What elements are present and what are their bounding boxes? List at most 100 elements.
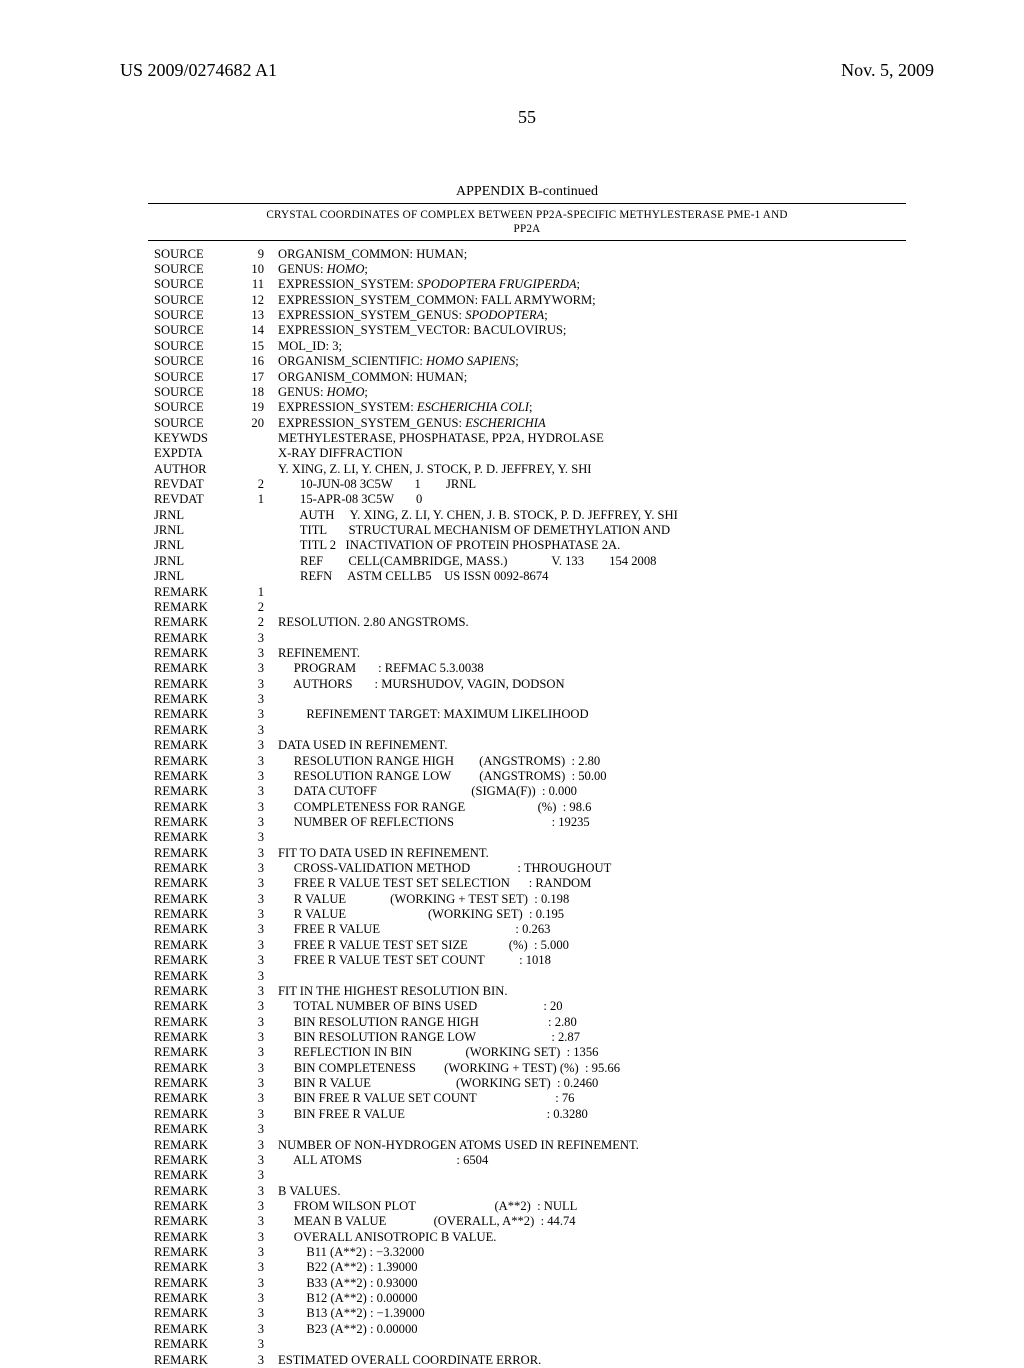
record-seq: 16	[234, 354, 278, 369]
record-row: REMARK3 FROM WILSON PLOT (A**2) : NULL	[154, 1199, 904, 1214]
record-seq: 3	[234, 1168, 278, 1183]
record-text: ALL ATOMS : 6504	[278, 1153, 904, 1168]
record-row: SOURCE18GENUS: HOMO;	[154, 385, 904, 400]
record-seq: 3	[234, 692, 278, 707]
record-seq	[234, 569, 278, 584]
record-row: JRNL TITL 2 INACTIVATION OF PROTEIN PHOS…	[154, 538, 904, 553]
record-tag: JRNL	[154, 569, 234, 584]
record-row: REMARK3 R VALUE (WORKING SET) : 0.195	[154, 907, 904, 922]
record-tag: REMARK	[154, 999, 234, 1014]
record-text: EXPRESSION_SYSTEM_COMMON: FALL ARMYWORM;	[278, 293, 904, 308]
record-tag: REMARK	[154, 1245, 234, 1260]
record-seq: 3	[234, 1230, 278, 1245]
record-tag: REMARK	[154, 969, 234, 984]
record-row: REMARK3 B22 (A**2) : 1.39000	[154, 1260, 904, 1275]
record-tag: REMARK	[154, 585, 234, 600]
record-tag: REMARK	[154, 769, 234, 784]
record-text: PROGRAM : REFMAC 5.3.0038	[278, 661, 904, 676]
record-row: REMARK3	[154, 969, 904, 984]
record-seq: 3	[234, 984, 278, 999]
record-seq: 3	[234, 861, 278, 876]
record-text: FREE R VALUE : 0.263	[278, 922, 904, 937]
record-seq: 14	[234, 323, 278, 338]
record-text: EXPRESSION_SYSTEM_VECTOR: BACULOVIRUS;	[278, 323, 904, 338]
record-text: METHYLESTERASE, PHOSPHATASE, PP2A, HYDRO…	[278, 431, 904, 446]
record-seq: 19	[234, 400, 278, 415]
record-row: REMARK3	[154, 1168, 904, 1183]
record-tag: REMARK	[154, 1091, 234, 1106]
subtitle-line2: PP2A	[514, 223, 541, 235]
record-tag: REMARK	[154, 846, 234, 861]
record-seq: 3	[234, 938, 278, 953]
record-row: REMARK3 ALL ATOMS : 6504	[154, 1153, 904, 1168]
record-tag: JRNL	[154, 554, 234, 569]
record-text: EXPRESSION_SYSTEM_GENUS: SPODOPTERA;	[278, 308, 904, 323]
record-seq: 3	[234, 1076, 278, 1091]
record-row: REMARK3 BIN FREE R VALUE SET COUNT : 76	[154, 1091, 904, 1106]
rule-under-subtitle	[148, 240, 906, 241]
record-row: REMARK3 REFLECTION IN BIN (WORKING SET) …	[154, 1045, 904, 1060]
record-text: CROSS-VALIDATION METHOD : THROUGHOUT	[278, 861, 904, 876]
record-tag: REMARK	[154, 600, 234, 615]
record-seq: 3	[234, 1291, 278, 1306]
doc-id: US 2009/0274682 A1	[120, 60, 277, 81]
record-tag: SOURCE	[154, 385, 234, 400]
record-text: DATA USED IN REFINEMENT.	[278, 738, 904, 753]
record-row: REMARK3 B23 (A**2) : 0.00000	[154, 1322, 904, 1337]
record-row: REMARK3 BIN RESOLUTION RANGE HIGH : 2.80	[154, 1015, 904, 1030]
subtitle-line1: CRYSTAL COORDINATES OF COMPLEX BETWEEN P…	[266, 209, 787, 221]
record-row: REMARK2	[154, 600, 904, 615]
record-seq: 3	[234, 1214, 278, 1229]
record-row: SOURCE13EXPRESSION_SYSTEM_GENUS: SPODOPT…	[154, 308, 904, 323]
record-text: REF CELL(CAMBRIDGE, MASS.) V. 133 154 20…	[278, 554, 904, 569]
record-seq: 3	[234, 1199, 278, 1214]
record-seq: 3	[234, 1276, 278, 1291]
record-text: B22 (A**2) : 1.39000	[278, 1260, 904, 1275]
record-text: B33 (A**2) : 0.93000	[278, 1276, 904, 1291]
record-row: REMARK3 DATA CUTOFF (SIGMA(F)) : 0.000	[154, 784, 904, 799]
record-seq: 1	[234, 492, 278, 507]
record-seq: 3	[234, 1061, 278, 1076]
record-seq: 3	[234, 1091, 278, 1106]
record-tag: KEYWDS	[154, 431, 234, 446]
appendix-title: APPENDIX B-continued	[120, 184, 934, 200]
record-seq: 12	[234, 293, 278, 308]
record-tag: REMARK	[154, 1061, 234, 1076]
record-tag: REMARK	[154, 677, 234, 692]
records-block: SOURCE9ORGANISM_COMMON: HUMAN;SOURCE10GE…	[154, 247, 904, 1368]
record-seq: 3	[234, 892, 278, 907]
record-text: REFINEMENT TARGET: MAXIMUM LIKELIHOOD	[278, 707, 904, 722]
record-row: SOURCE15MOL_ID: 3;	[154, 339, 904, 354]
record-row: REMARK3 B11 (A**2) : −3.32000	[154, 1245, 904, 1260]
record-tag: REMARK	[154, 646, 234, 661]
record-seq: 1	[234, 585, 278, 600]
record-tag: REMARK	[154, 876, 234, 891]
record-tag: REMARK	[154, 1045, 234, 1060]
record-row: REMARK3 FREE R VALUE TEST SET COUNT : 10…	[154, 953, 904, 968]
record-text: AUTH Y. XING, Z. LI, Y. CHEN, J. B. STOC…	[278, 508, 904, 523]
record-tag: REMARK	[154, 707, 234, 722]
record-text: R VALUE (WORKING + TEST SET) : 0.198	[278, 892, 904, 907]
record-seq: 3	[234, 1353, 278, 1368]
record-text: DATA CUTOFF (SIGMA(F)) : 0.000	[278, 784, 904, 799]
record-row: KEYWDS METHYLESTERASE, PHOSPHATASE, PP2A,…	[154, 431, 904, 446]
record-tag: SOURCE	[154, 400, 234, 415]
record-row: AUTHORY. XING, Z. LI, Y. CHEN, J. STOCK,…	[154, 462, 904, 477]
record-seq: 3	[234, 707, 278, 722]
record-text: MEAN B VALUE (OVERALL, A**2) : 44.74	[278, 1214, 904, 1229]
record-text: OVERALL ANISOTROPIC B VALUE.	[278, 1230, 904, 1245]
record-row: REMARK3ESTIMATED OVERALL COORDINATE ERRO…	[154, 1353, 904, 1368]
record-row: REMARK3DATA USED IN REFINEMENT.	[154, 738, 904, 753]
record-text: RESOLUTION. 2.80 ANGSTROMS.	[278, 615, 904, 630]
record-row: REMARK3 OVERALL ANISOTROPIC B VALUE.	[154, 1230, 904, 1245]
record-tag: REMARK	[154, 1107, 234, 1122]
record-row: REMARK3 BIN R VALUE (WORKING SET) : 0.24…	[154, 1076, 904, 1091]
record-text: FIT TO DATA USED IN REFINEMENT.	[278, 846, 904, 861]
record-text: GENUS: HOMO;	[278, 385, 904, 400]
record-seq: 3	[234, 846, 278, 861]
record-row: REMARK3 BIN RESOLUTION RANGE LOW : 2.87	[154, 1030, 904, 1045]
record-text: MOL_ID: 3;	[278, 339, 904, 354]
record-text: 15-APR-08 3C5W 0	[278, 492, 904, 507]
record-seq: 3	[234, 953, 278, 968]
record-row: REMARK1	[154, 585, 904, 600]
